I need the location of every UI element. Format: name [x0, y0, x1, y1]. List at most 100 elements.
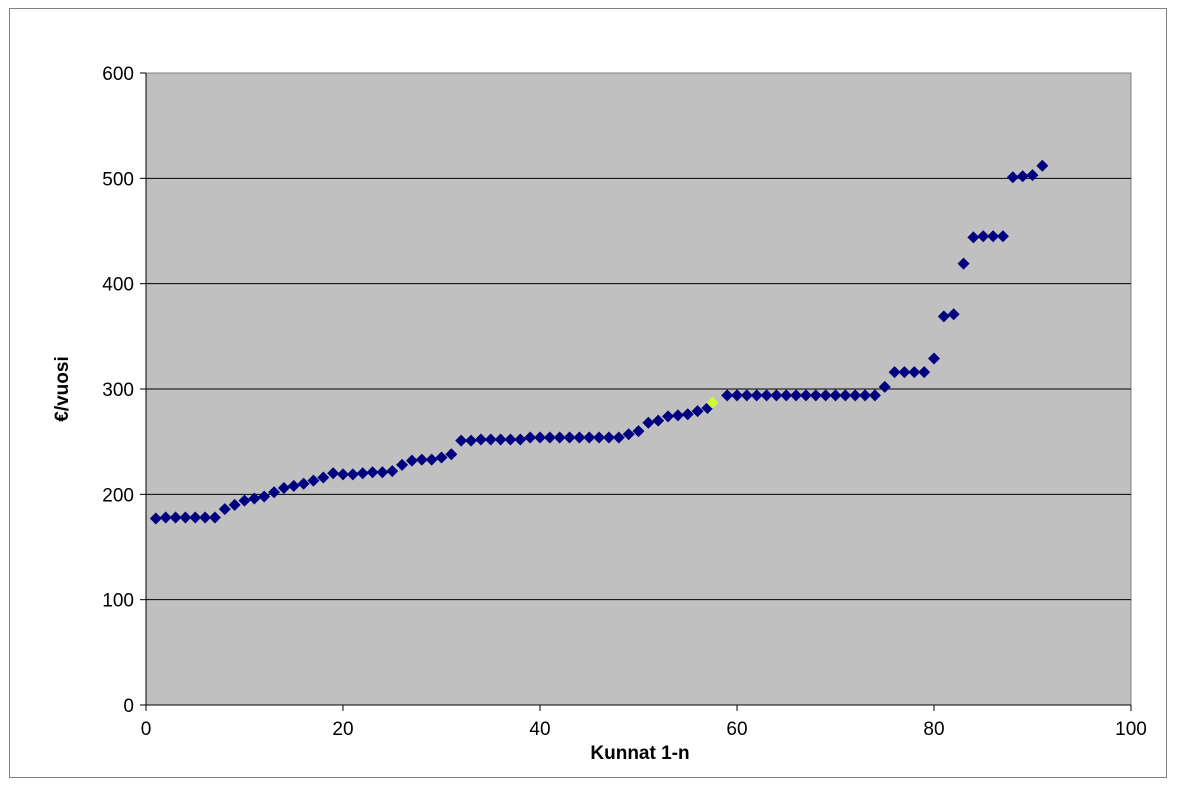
x-axis-title: Kunnat 1-n [590, 743, 689, 764]
data-point [809, 389, 822, 402]
data-point [287, 479, 300, 492]
data-point [149, 512, 162, 525]
data-point [780, 389, 793, 402]
data-point [248, 492, 261, 505]
data-points [149, 159, 1049, 525]
data-point [928, 352, 940, 365]
x-tick-label: 20 [332, 719, 353, 740]
data-point [996, 230, 1009, 243]
y-tick-label: 600 [102, 64, 134, 85]
y-tick-label: 200 [102, 485, 134, 506]
data-point [169, 511, 182, 524]
data-point [268, 486, 281, 499]
data-point [721, 389, 734, 402]
x-tick-label: 80 [923, 719, 944, 740]
data-point [238, 494, 251, 507]
data-point [977, 230, 990, 243]
y-axis-title: €/vuosi [52, 356, 73, 421]
data-point [327, 467, 340, 480]
data-point [504, 433, 517, 446]
data-point [740, 389, 753, 402]
data-point [494, 433, 507, 446]
data-point [1026, 169, 1039, 182]
data-point [681, 408, 694, 421]
data-point [277, 482, 290, 495]
data-point [888, 366, 901, 379]
data-point [908, 366, 921, 379]
data-point [770, 389, 783, 402]
data-point [642, 416, 655, 429]
data-point [839, 389, 852, 402]
data-point [307, 474, 320, 487]
data-point [534, 431, 546, 444]
data-point [346, 468, 359, 481]
highlight-data-point [706, 396, 719, 409]
data-point [662, 410, 675, 423]
x-tick-label: 40 [529, 719, 550, 740]
data-point [386, 465, 399, 478]
data-point [937, 310, 950, 323]
data-point [957, 257, 970, 270]
data-point [898, 366, 911, 379]
y-tick-label: 0 [123, 696, 134, 717]
y-tick-label: 100 [102, 591, 134, 612]
data-point [829, 389, 842, 402]
data-point [258, 490, 271, 503]
data-point [455, 434, 468, 447]
data-point [612, 431, 625, 444]
data-point [878, 380, 891, 393]
data-point [425, 453, 438, 466]
data-point [819, 389, 832, 402]
data-point [376, 466, 389, 479]
data-point [632, 425, 645, 438]
data-point [179, 511, 192, 524]
data-point [859, 389, 872, 402]
data-point [553, 431, 566, 444]
data-point [671, 409, 684, 422]
data-point [583, 431, 596, 444]
data-point [563, 431, 576, 444]
data-point [750, 389, 763, 402]
data-point [573, 431, 586, 444]
data-point [435, 451, 448, 464]
y-tick-label: 500 [102, 169, 134, 190]
data-point [337, 468, 349, 481]
data-point [593, 431, 606, 444]
data-point [691, 405, 704, 418]
y-tick-label: 300 [102, 380, 134, 401]
data-point [159, 511, 172, 524]
data-point [405, 454, 418, 467]
data-point [947, 308, 960, 321]
data-point [622, 428, 635, 441]
data-point [218, 503, 231, 516]
data-point [524, 431, 537, 444]
data-point [514, 433, 527, 446]
data-point [445, 448, 458, 461]
gridlines [146, 177, 1131, 601]
x-tick-label: 0 [141, 719, 152, 740]
data-point [1016, 170, 1029, 183]
data-point [484, 433, 497, 446]
data-point [228, 498, 241, 511]
data-point [317, 471, 330, 484]
data-point [760, 389, 773, 402]
data-point [652, 414, 665, 427]
data-point [1036, 159, 1049, 172]
data-point [465, 434, 478, 447]
x-tick-label: 60 [726, 719, 747, 740]
data-point [199, 511, 212, 524]
data-point [799, 389, 812, 402]
data-point [1006, 171, 1019, 184]
data-point [415, 453, 428, 466]
data-point [189, 511, 202, 524]
data-point [790, 389, 803, 402]
y-tick-label: 400 [102, 275, 134, 296]
data-point [602, 431, 615, 444]
data-point [474, 433, 487, 446]
data-point [918, 366, 931, 379]
data-point [366, 466, 379, 479]
data-point [297, 477, 310, 490]
data-point [208, 511, 221, 524]
data-point [396, 458, 409, 471]
